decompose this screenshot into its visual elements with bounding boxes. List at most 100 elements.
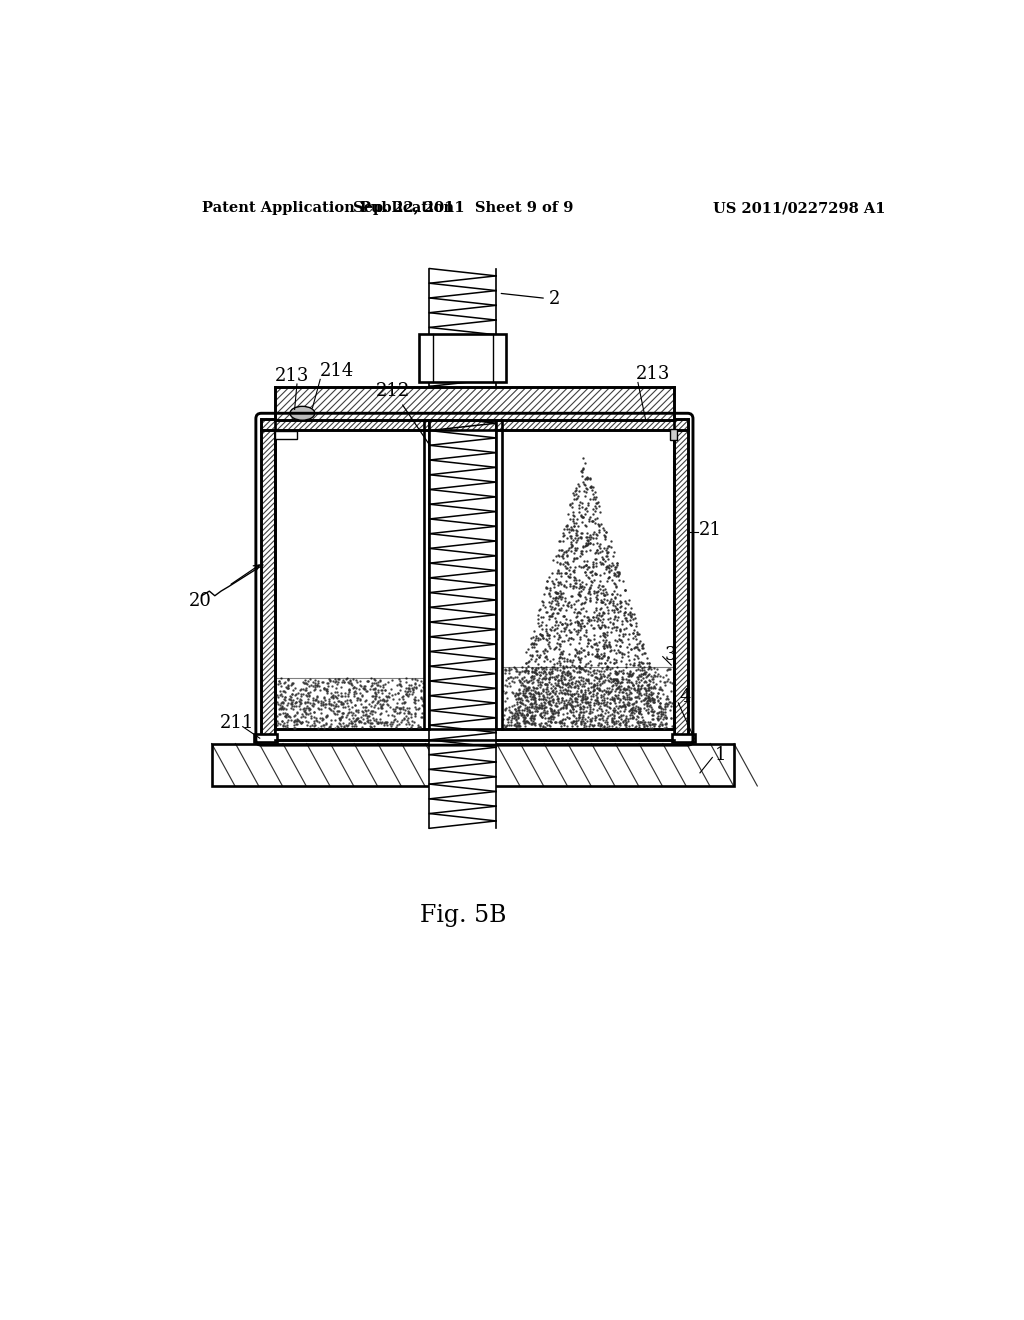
- Text: 214: 214: [321, 362, 354, 380]
- Point: [579, 523, 595, 544]
- Point: [358, 708, 375, 729]
- Point: [598, 557, 614, 578]
- Point: [639, 648, 655, 669]
- Point: [498, 669, 514, 690]
- Point: [498, 681, 514, 702]
- Point: [536, 686, 552, 708]
- Point: [280, 704, 296, 725]
- Point: [530, 681, 547, 702]
- Point: [531, 644, 548, 665]
- Point: [571, 602, 588, 623]
- Point: [597, 521, 613, 543]
- Point: [554, 614, 570, 635]
- Point: [322, 671, 338, 692]
- Point: [552, 635, 568, 656]
- Point: [641, 680, 657, 701]
- Point: [572, 713, 589, 734]
- Point: [595, 630, 611, 651]
- Point: [531, 647, 548, 668]
- Point: [276, 704, 293, 725]
- Point: [538, 673, 554, 694]
- Point: [598, 655, 614, 676]
- Point: [556, 590, 572, 611]
- Point: [600, 696, 616, 717]
- Point: [515, 685, 531, 706]
- Point: [270, 704, 287, 725]
- Point: [601, 566, 617, 587]
- Point: [599, 636, 615, 657]
- Point: [577, 469, 593, 490]
- Point: [529, 682, 546, 704]
- Point: [544, 702, 560, 723]
- Point: [571, 628, 588, 649]
- Point: [321, 692, 337, 713]
- Point: [608, 630, 625, 651]
- Point: [566, 527, 583, 548]
- Point: [610, 671, 627, 692]
- Point: [501, 660, 517, 681]
- Point: [588, 523, 604, 544]
- Point: [542, 638, 558, 659]
- Point: [356, 697, 373, 718]
- Point: [381, 713, 397, 734]
- Point: [610, 676, 627, 697]
- Point: [643, 690, 659, 711]
- Point: [663, 708, 679, 729]
- Point: [606, 711, 623, 733]
- Point: [571, 652, 588, 673]
- Point: [297, 677, 313, 698]
- Point: [378, 685, 394, 706]
- Point: [592, 502, 608, 523]
- Point: [589, 667, 605, 688]
- Point: [632, 659, 648, 680]
- Point: [563, 628, 580, 649]
- Point: [604, 593, 621, 614]
- Point: [589, 611, 605, 632]
- Point: [593, 708, 609, 729]
- Point: [571, 675, 588, 696]
- Point: [607, 668, 624, 689]
- Point: [498, 690, 514, 711]
- Point: [333, 685, 349, 706]
- Point: [348, 709, 365, 730]
- Point: [536, 667, 552, 688]
- Point: [372, 709, 388, 730]
- Point: [577, 498, 593, 519]
- Point: [568, 710, 585, 731]
- Point: [657, 697, 674, 718]
- Point: [269, 693, 286, 714]
- Point: [664, 680, 680, 701]
- Point: [596, 614, 612, 635]
- Point: [333, 676, 349, 697]
- Point: [558, 702, 574, 723]
- Point: [579, 612, 595, 634]
- Point: [537, 673, 553, 694]
- Point: [414, 706, 430, 727]
- Point: [286, 706, 302, 727]
- Point: [496, 680, 512, 701]
- Point: [540, 684, 556, 705]
- Point: [531, 696, 548, 717]
- Point: [583, 685, 599, 706]
- Point: [530, 668, 547, 689]
- Point: [350, 688, 367, 709]
- Point: [566, 688, 583, 709]
- Point: [602, 693, 618, 714]
- Point: [572, 638, 589, 659]
- Point: [562, 680, 579, 701]
- Point: [641, 656, 657, 677]
- Point: [572, 681, 589, 702]
- Point: [572, 581, 589, 602]
- Point: [603, 622, 620, 643]
- Point: [540, 570, 556, 591]
- Point: [639, 675, 655, 696]
- Point: [361, 678, 378, 700]
- Point: [648, 659, 665, 680]
- Point: [568, 524, 585, 545]
- Point: [503, 710, 519, 731]
- Point: [588, 663, 604, 684]
- Point: [659, 688, 676, 709]
- Point: [640, 711, 656, 733]
- Point: [599, 684, 615, 705]
- Point: [599, 570, 615, 591]
